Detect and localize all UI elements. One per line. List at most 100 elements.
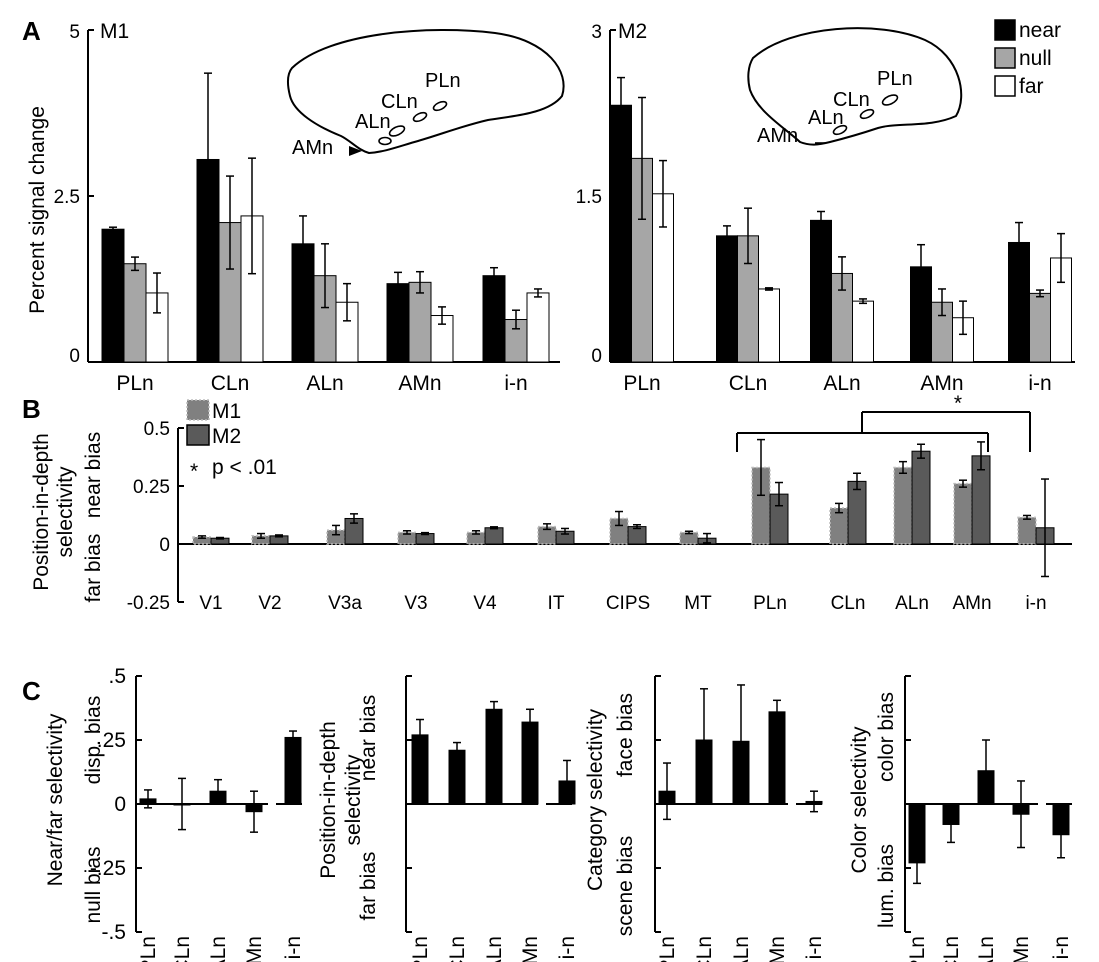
B-bias-label-top: near bias	[82, 432, 105, 518]
C3-x-tick-label-i-n: i-n	[803, 936, 826, 959]
C1-y-tick-label-3: .25	[97, 729, 126, 752]
B-y-tick-label-0: -0.25	[127, 593, 170, 614]
A-M1-y-tick-label-0: 0	[69, 346, 80, 367]
legend-label-far: far	[1019, 75, 1044, 98]
A-M1-x-tick-label-2: ALn	[306, 372, 343, 395]
A-M1-bar-near-PLn	[101, 228, 125, 363]
A-M1-y-axis-title: Percent signal change	[26, 106, 49, 314]
C1-y-axis-title-line-1: Near/far selectivity	[44, 713, 67, 886]
B-legend-swatch-M2	[186, 424, 210, 446]
B-x-tick-label-ALn: ALn	[895, 593, 929, 614]
C1-x-tick-label-AMn: AMn	[243, 936, 266, 962]
B-y-tick-label-3: 0.5	[144, 419, 170, 440]
A-M2-inset-label-ALn: ALn	[808, 107, 844, 129]
C3-bias-label-top: face bias	[614, 693, 637, 777]
A-M1-x-tick-label-3: AMn	[398, 372, 441, 395]
A-M2-inset-label-CLn: CLn	[833, 89, 870, 111]
A-M1-x-tick-label-0: PLn	[116, 372, 153, 395]
C1-x-tick-label-CLn: CLn	[171, 936, 194, 962]
C3-x-tick-label-PLn: PLn	[656, 936, 679, 962]
C1-y-tick-label-4: .5	[108, 665, 126, 688]
B-x-tick-label-V3a: V3a	[328, 593, 362, 614]
C1-bias-label-top: disp. bias	[82, 696, 105, 785]
B-x-tick-label-AMn: AMn	[952, 593, 991, 614]
A-M1-inset-label-PLn: PLn	[425, 70, 461, 92]
B-bar-M1-ALn	[893, 466, 913, 545]
legend-swatch-null	[994, 47, 1016, 69]
C2-x-tick-label-PLn: PLn	[409, 936, 432, 962]
C3-bar-AMn	[768, 711, 786, 805]
B-x-tick-label-i-n: i-n	[1025, 593, 1046, 614]
C1-x-tick-label-i-n: i-n	[282, 936, 305, 959]
A-M1-bar-near-i-n	[482, 275, 506, 363]
B-x-tick-label-CIPS: CIPS	[606, 593, 650, 614]
A-M1-x-tick-label-4: i-n	[504, 372, 527, 395]
A-M2-y-tick-label-0: 0	[591, 346, 602, 367]
C1-y-tick-label-2: 0	[114, 793, 126, 816]
B-x-tick-label-V4: V4	[473, 593, 497, 614]
B-x-tick-label-V2: V2	[258, 593, 281, 614]
B-bar-M2-CIPS	[627, 526, 647, 545]
C4-bias-label-bottom: lum. bias	[875, 844, 898, 928]
C3-x-tick-label-ALn: ALn	[730, 936, 753, 962]
C4-bias-label-top: color bias	[875, 692, 898, 782]
C2-bar-ALn	[485, 708, 503, 805]
C2-y-axis-title-line-1: Position-in-depth	[317, 721, 340, 879]
B-bar-M2-CLn	[847, 480, 867, 545]
panel-label-c: C	[22, 676, 41, 706]
B-legend-note: p < .01	[212, 456, 277, 479]
legend-label-near: near	[1019, 19, 1061, 42]
A-M2-x-tick-label-2: ALn	[823, 372, 860, 395]
A-M1-y-tick-label-2: 5	[69, 22, 80, 43]
C1-x-tick-label-ALn: ALn	[207, 936, 230, 962]
A-M1-bar-far-i-n	[526, 292, 550, 363]
A-M1-inset-label-CLn: CLn	[381, 91, 418, 113]
B-bias-label-bottom: far bias	[82, 534, 105, 603]
B-x-tick-label-MT: MT	[684, 593, 712, 614]
B-bar-M1-CLn	[829, 507, 849, 545]
C3-x-tick-label-AMn: AMn	[766, 936, 789, 962]
legend-label-null: null	[1019, 47, 1052, 70]
A-M2-inset-label-PLn: PLn	[877, 68, 913, 90]
C4-x-tick-label-ALn: ALn	[975, 936, 998, 962]
C4-x-tick-label-AMn: AMn	[1010, 936, 1033, 962]
C2-x-tick-label-AMn: AMn	[519, 936, 542, 962]
brain-outline-m1-icon	[286, 29, 565, 156]
C4-x-tick-label-CLn: CLn	[940, 936, 963, 962]
B-legend-label-M2: M2	[212, 425, 241, 448]
C1-y-tick-label-1: -.25	[90, 857, 126, 880]
A-M2-x-tick-label-3: AMn	[920, 372, 963, 395]
B-legend-swatch-M1	[186, 399, 210, 421]
C3-bias-label-bottom: scene bias	[614, 836, 637, 936]
A-M1-y-tick-label-1: 2.5	[54, 187, 80, 208]
C2-x-tick-label-i-n: i-n	[556, 936, 579, 959]
A-M2-bar-far-ALn	[852, 300, 874, 363]
C2-y-axis-title-line-2: selectivity	[342, 754, 365, 846]
B-y-axis-title-line-1: Position-in-depth	[30, 433, 53, 591]
C2-bias-label-top: near bias	[357, 695, 380, 781]
B-y-tick-label-2: 0.25	[133, 477, 170, 498]
panel-label-b: B	[22, 394, 41, 424]
C1-bias-label-bottom: null bias	[82, 846, 105, 923]
B-y-axis-title-line-2: selectivity	[54, 466, 77, 558]
A-M1-title: M1	[100, 20, 129, 43]
B-x-tick-label-CLn: CLn	[831, 593, 866, 614]
A-M1-bar-null-AMn	[408, 281, 432, 363]
panel-label-a: A	[22, 16, 41, 46]
A-M2-x-tick-label-1: CLn	[729, 372, 768, 395]
B-legend-star: *	[190, 460, 198, 483]
legend-swatch-near	[994, 19, 1016, 41]
A-M2-bar-near-CLn	[716, 235, 738, 363]
A-M2-bar-null-i-n	[1029, 292, 1051, 363]
A-M1-inset-label-ALn: ALn	[355, 111, 391, 133]
C4-y-axis-title-line-1: Color selectivity	[848, 726, 871, 874]
A-M1-x-tick-label-1: CLn	[211, 372, 250, 395]
C1-bar-i-n	[284, 736, 302, 805]
C2-bias-label-bottom: far bias	[357, 852, 380, 921]
A-M1-inset-label-AMn: AMn	[292, 137, 333, 159]
B-x-tick-label-IT: IT	[548, 593, 565, 614]
C1-y-tick-label-0: -.5	[101, 921, 126, 944]
C2-x-tick-label-ALn: ALn	[483, 936, 506, 962]
